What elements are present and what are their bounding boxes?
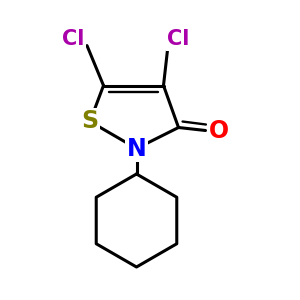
Text: S: S [81, 110, 99, 134]
Text: O: O [209, 118, 229, 142]
Text: Cl: Cl [167, 29, 190, 49]
Text: Cl: Cl [62, 29, 85, 49]
Text: N: N [127, 136, 146, 160]
